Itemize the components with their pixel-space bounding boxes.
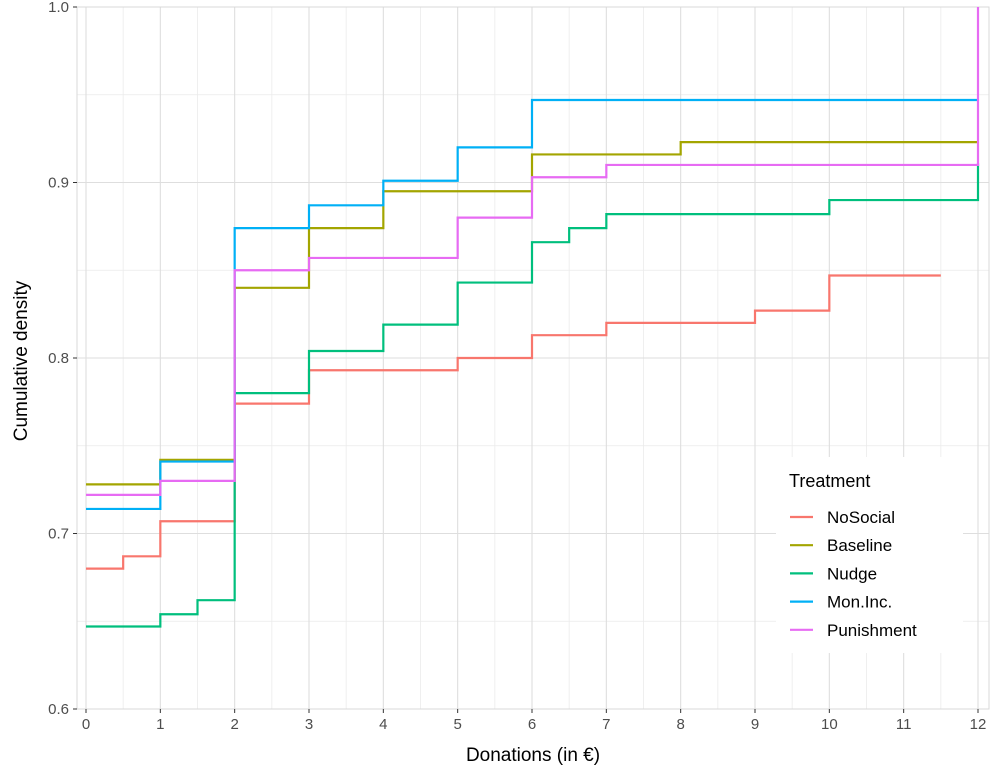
y-tick-label: 0.7 bbox=[48, 526, 69, 543]
y-tick-label: 1.0 bbox=[48, 0, 69, 16]
x-axis-ticks: 0 1 2 3 4 5 6 7 8 9 10 11 12 bbox=[82, 709, 987, 733]
legend-label: Baseline bbox=[827, 536, 892, 555]
legend-title: Treatment bbox=[789, 471, 870, 491]
x-tick-label: 8 bbox=[676, 716, 684, 733]
series-line-mon-inc bbox=[86, 98, 978, 511]
series-layer bbox=[86, 7, 980, 628]
legend-label: Punishment bbox=[827, 621, 917, 640]
x-tick-label: 10 bbox=[821, 716, 838, 733]
x-tick-label: 0 bbox=[82, 716, 90, 733]
legend-label: Nudge bbox=[827, 564, 877, 583]
y-axis-ticks: 0.6 0.7 0.8 0.9 1.0 bbox=[48, 0, 77, 718]
x-tick-label: 12 bbox=[970, 716, 987, 733]
x-tick-label: 6 bbox=[528, 716, 536, 733]
x-tick-label: 9 bbox=[751, 716, 759, 733]
y-axis-title: Cumulative density bbox=[11, 280, 32, 441]
series-line-punishment bbox=[86, 7, 980, 496]
x-tick-label: 11 bbox=[896, 716, 912, 733]
x-tick-label: 1 bbox=[156, 716, 164, 733]
legend-background bbox=[776, 457, 963, 653]
series-line-nudge bbox=[86, 163, 980, 628]
x-tick-label: 4 bbox=[379, 716, 387, 733]
series-line-baseline bbox=[86, 141, 978, 486]
x-tick-label: 3 bbox=[305, 716, 313, 733]
legend-items: NoSocial Baseline Nudge Mon.Inc. Punishment bbox=[790, 508, 917, 640]
legend-label: NoSocial bbox=[827, 508, 895, 527]
y-tick-label: 0.8 bbox=[48, 350, 69, 367]
x-tick-label: 5 bbox=[453, 716, 461, 733]
legend-label: Mon.Inc. bbox=[827, 593, 892, 612]
x-axis-title: Donations (in €) bbox=[466, 745, 600, 766]
x-tick-label: 2 bbox=[230, 716, 238, 733]
y-tick-label: 0.9 bbox=[48, 175, 69, 192]
x-tick-label: 7 bbox=[602, 716, 610, 733]
y-tick-label: 0.6 bbox=[48, 701, 69, 718]
legend: Treatment NoSocial Baseline Nudge Mon.Inc. P… bbox=[776, 457, 963, 653]
series-line-nosocial bbox=[86, 274, 941, 570]
